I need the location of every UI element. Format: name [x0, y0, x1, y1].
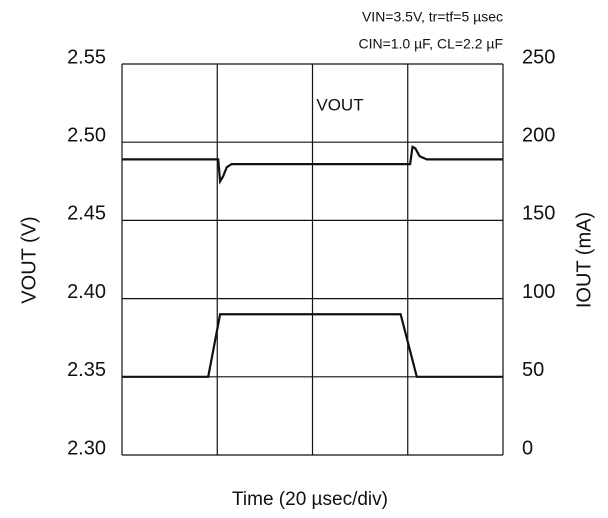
annotation: CIN=1.0 µF, CL=2.2 µF: [358, 36, 503, 52]
y-axis-label: VOUT (V): [18, 216, 40, 303]
y2-tick-label: 250: [522, 46, 555, 68]
annotation: VIN=3.5V, tr=tf=5 µsec: [362, 9, 503, 25]
y-tick-label: 2.40: [67, 281, 106, 303]
y2-tick-label: 100: [522, 281, 555, 303]
y-tick-label: 2.50: [67, 124, 106, 146]
y-tick-label: 2.55: [67, 46, 106, 68]
y2-tick-label: 0: [522, 437, 533, 459]
y-tick-label: 2.45: [67, 203, 106, 225]
y-tick-label: 2.35: [67, 359, 106, 381]
series-label: VOUT: [316, 95, 363, 114]
series-line: [122, 145, 503, 185]
series-line: [122, 313, 503, 378]
y2-tick-label: 200: [522, 124, 555, 146]
y2-axis-label: IOUT (mA): [573, 212, 595, 308]
x-axis-label: Time (20 µsec/div): [232, 489, 388, 510]
y2-tick-label: 50: [522, 359, 544, 381]
y2-tick-label: 150: [522, 203, 555, 225]
y-tick-label: 2.30: [67, 437, 106, 459]
